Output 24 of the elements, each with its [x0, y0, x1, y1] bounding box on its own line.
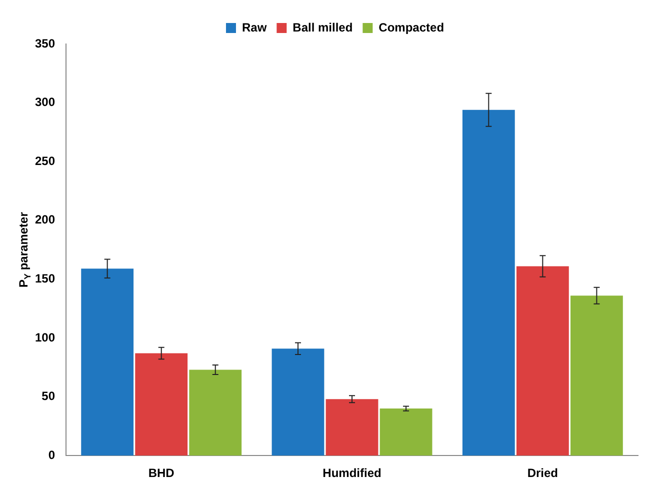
y-tick-label: 0	[48, 448, 56, 462]
y-axis-title: PY parameter	[16, 212, 32, 288]
bar	[272, 348, 324, 456]
legend-label: Ball milled	[292, 20, 353, 34]
y-tick-label: 250	[34, 154, 56, 168]
x-tick-label: Humdified	[322, 466, 382, 480]
bar	[189, 370, 242, 456]
y-tick-label: 200	[34, 212, 56, 227]
x-tick-label: BHD	[148, 466, 175, 480]
y-tick-label: 350	[34, 36, 56, 50]
x-tick-label: Dried	[527, 466, 558, 480]
y-tick-label: 100	[34, 330, 56, 344]
bar	[380, 408, 432, 456]
bar	[462, 110, 515, 456]
bar	[570, 296, 623, 456]
bar	[135, 353, 188, 456]
legend-label: Compacted	[378, 20, 444, 34]
y-tick-label: 50	[42, 389, 56, 404]
bar	[326, 399, 378, 456]
y-tick-label: 150	[34, 272, 56, 286]
bar	[81, 268, 134, 456]
legend-label: Raw	[242, 20, 268, 34]
bar	[516, 266, 569, 456]
y-tick-label: 300	[34, 95, 56, 110]
